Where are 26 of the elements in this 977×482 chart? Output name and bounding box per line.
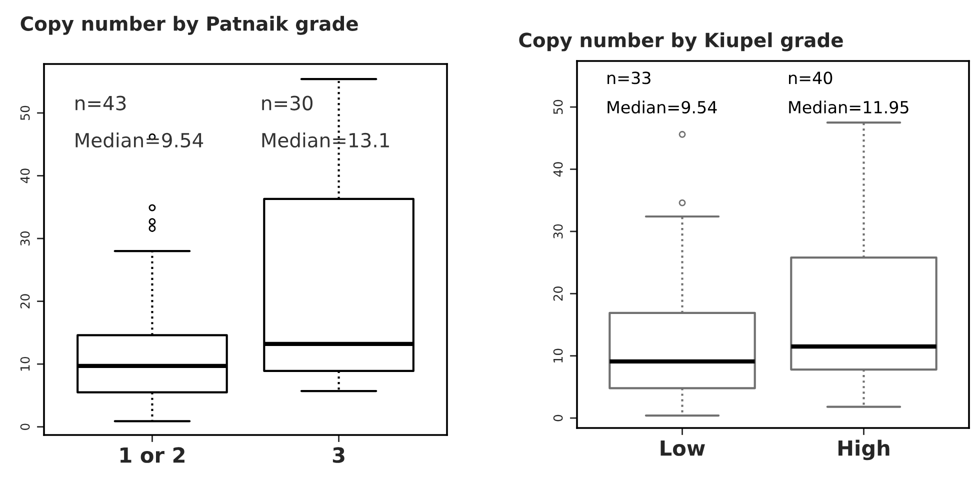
annotation: n=40: [789, 72, 832, 84]
annotation: Median=11.95: [789, 100, 908, 114]
y-tick-label: 30: [20, 231, 30, 246]
y-tick-label: 50: [20, 106, 30, 120]
y-tick-label: 30: [553, 224, 563, 238]
x-tick-label: 3: [332, 447, 344, 463]
x-tick-label: 1 or 2: [120, 447, 184, 463]
y-tick-label: 10: [20, 356, 30, 371]
y-tick-label: 0: [20, 424, 30, 430]
y-tick-label: 20: [20, 294, 30, 308]
annotation: Median=9.54: [608, 100, 717, 114]
y-tick-label: 40: [553, 162, 563, 177]
x-tick-label: High: [838, 440, 890, 460]
annotation: n=33: [608, 72, 650, 84]
annotation: Median=9.54: [76, 132, 204, 148]
annotation: Median=13.1: [262, 132, 389, 148]
x-tick-label: Low: [660, 440, 705, 456]
y-tick-label: 40: [20, 168, 30, 184]
y-tick-label: 10: [553, 348, 563, 362]
chart-title: Copy number by Patnaik grade: [20, 16, 358, 35]
y-tick-label: 20: [553, 286, 563, 301]
chart-title: Copy number by Kiupel grade: [519, 32, 843, 52]
y-tick-label: 0: [553, 414, 563, 422]
annotation: n=30: [262, 96, 312, 110]
y-tick-label: 50: [553, 100, 563, 114]
annotation: n=43: [76, 96, 126, 110]
